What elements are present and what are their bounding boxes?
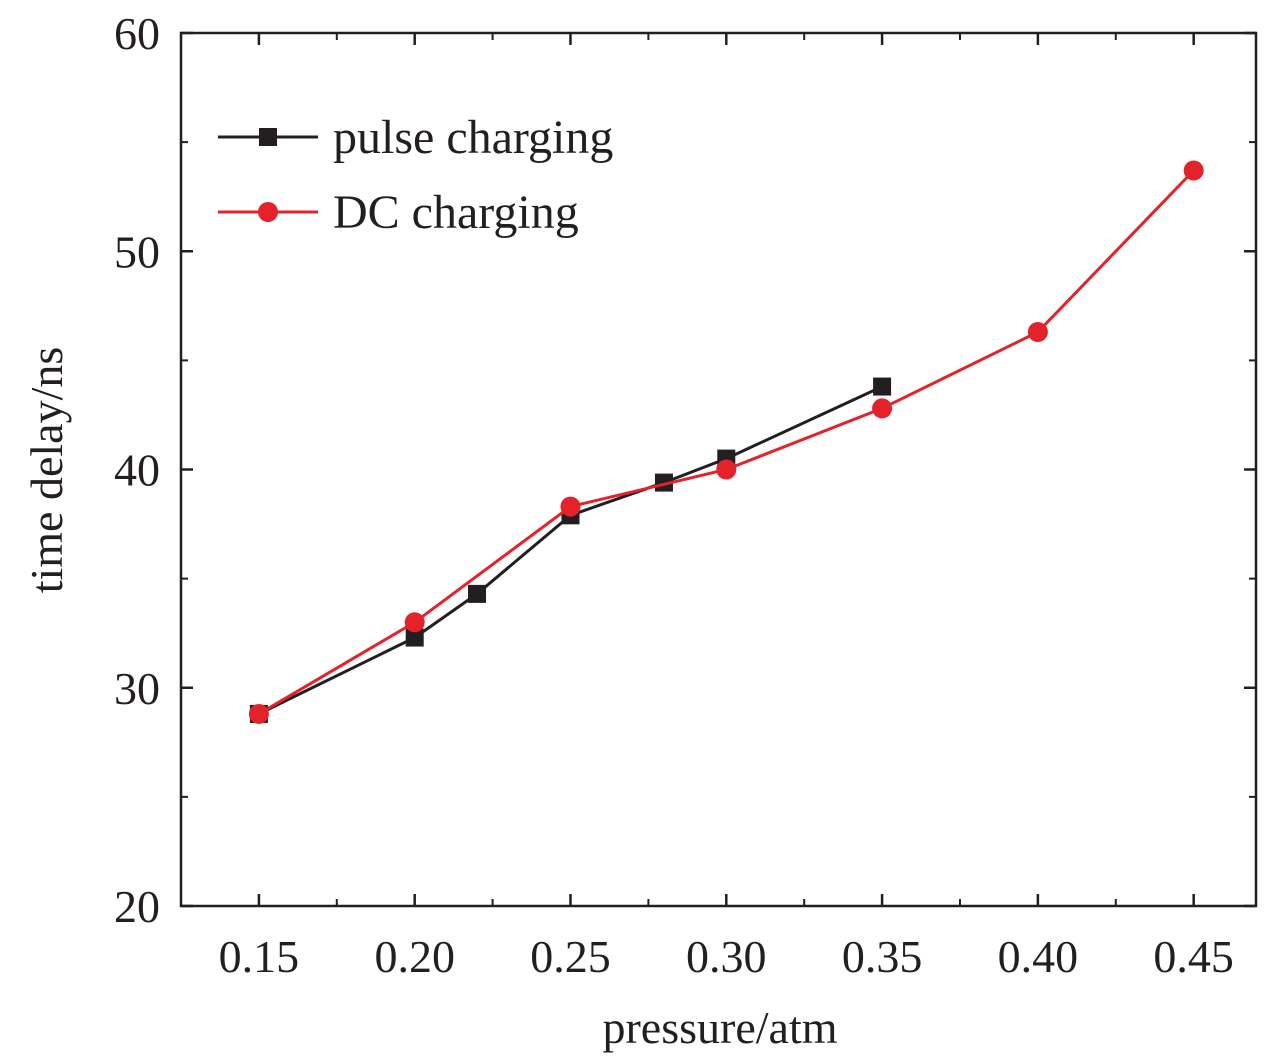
x-tick-label: 0.20 <box>374 931 455 982</box>
data-point-square <box>405 628 424 647</box>
data-point-circle <box>1027 322 1048 343</box>
legend: pulse charging DC charging <box>218 111 613 239</box>
data-point-circle <box>248 703 269 724</box>
legend-marker-dc <box>258 202 278 222</box>
y-tick-label: 50 <box>114 226 160 277</box>
y-tick-label: 60 <box>114 8 160 59</box>
x-tick-label: 0.30 <box>686 931 767 982</box>
x-tick-label: 0.35 <box>842 931 923 982</box>
data-point-square <box>873 377 892 396</box>
tick-labels: 0.15 0.20 0.25 0.30 0.35 0.40 0.45 20 30 40 50 60 <box>114 8 1234 982</box>
axis-ticks <box>181 31 1256 908</box>
data-point-circle <box>716 459 737 480</box>
legend-label-dc: DC charging <box>333 186 579 239</box>
x-tick-label: 0.25 <box>530 931 611 982</box>
series-layer <box>248 160 1204 724</box>
legend-label-pulse: pulse charging <box>333 111 613 164</box>
data-point-circle <box>560 496 581 517</box>
x-tick-label: 0.40 <box>998 931 1079 982</box>
data-point-circle <box>1183 160 1204 181</box>
y-tick-label: 40 <box>114 445 160 496</box>
series-dc-charging <box>248 160 1204 724</box>
data-point-circle <box>404 612 425 633</box>
data-point-circle <box>872 398 893 419</box>
x-axis-title: pressure/atm <box>602 1002 837 1053</box>
series-pulse-charging <box>249 377 892 723</box>
data-point-square <box>654 473 673 492</box>
x-tick-label: 0.45 <box>1153 931 1234 982</box>
legend-marker-pulse <box>259 128 277 146</box>
data-point-square <box>468 584 487 603</box>
x-tick-label: 0.15 <box>219 931 300 982</box>
series-line <box>258 385 883 716</box>
y-tick-label: 20 <box>114 881 160 932</box>
y-tick-label: 30 <box>114 663 160 714</box>
series-line <box>258 169 1195 716</box>
y-axis-title: time delay/ns <box>21 347 72 594</box>
